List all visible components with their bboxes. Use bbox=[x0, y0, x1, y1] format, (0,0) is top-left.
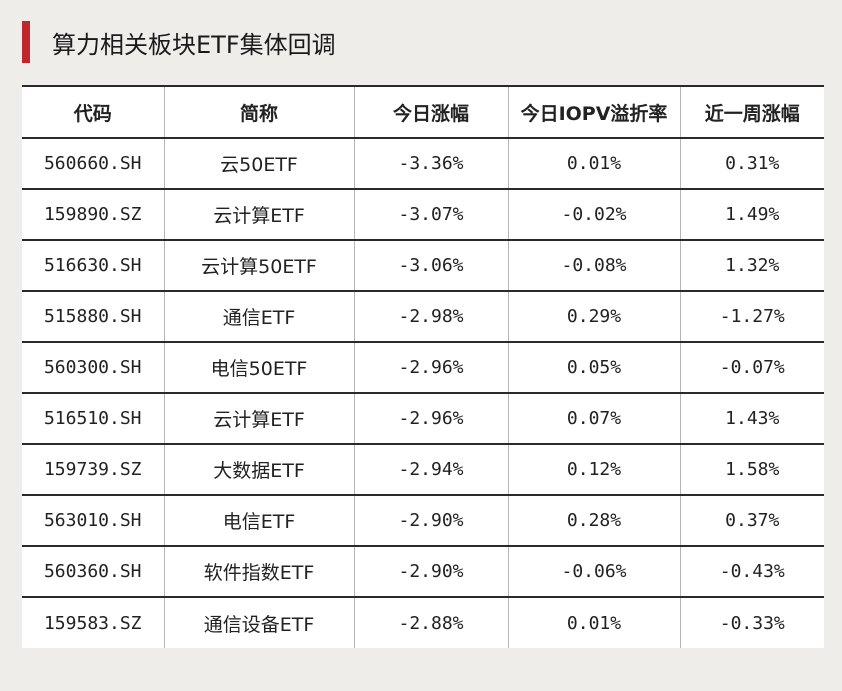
cell-name: 软件指数ETF bbox=[163, 546, 355, 598]
cell-name: 通信ETF bbox=[163, 291, 355, 343]
etf-table-container: 代码 简称 今日涨幅 今日IOPV溢折率 近一周涨幅 560660.SH 云50… bbox=[22, 85, 824, 648]
cell-daily-change: -2.98% bbox=[353, 291, 509, 343]
header-daily-change: 今日涨幅 bbox=[353, 85, 509, 139]
cell-name: 云计算ETF bbox=[163, 189, 355, 241]
cell-weekly-change: -1.27% bbox=[679, 291, 824, 343]
title-bar: 算力相关板块ETF集体回调 bbox=[22, 21, 336, 63]
cell-daily-change: -2.90% bbox=[353, 546, 509, 598]
cell-iopv-premium: 0.05% bbox=[507, 342, 681, 394]
cell-name: 通信设备ETF bbox=[163, 597, 355, 648]
table-row: 515880.SH 通信ETF -2.98% 0.29% -1.27% bbox=[22, 291, 824, 343]
cell-code: 159583.SZ bbox=[22, 597, 165, 648]
cell-code: 560300.SH bbox=[22, 342, 165, 394]
title-accent-bar bbox=[22, 21, 30, 63]
cell-daily-change: -3.36% bbox=[353, 138, 509, 190]
header-iopv-premium: 今日IOPV溢折率 bbox=[507, 85, 681, 139]
cell-name: 电信50ETF bbox=[163, 342, 355, 394]
cell-daily-change: -3.07% bbox=[353, 189, 509, 241]
cell-code: 159890.SZ bbox=[22, 189, 165, 241]
cell-name: 大数据ETF bbox=[163, 444, 355, 496]
table-row: 159583.SZ 通信设备ETF -2.88% 0.01% -0.33% bbox=[22, 597, 824, 648]
table-row: 159890.SZ 云计算ETF -3.07% -0.02% 1.49% bbox=[22, 189, 824, 241]
table-row: 560300.SH 电信50ETF -2.96% 0.05% -0.07% bbox=[22, 342, 824, 394]
table-row: 159739.SZ 大数据ETF -2.94% 0.12% 1.58% bbox=[22, 444, 824, 496]
cell-weekly-change: 1.43% bbox=[679, 393, 824, 445]
cell-iopv-premium: 0.12% bbox=[507, 444, 681, 496]
cell-weekly-change: 0.31% bbox=[679, 138, 824, 190]
cell-daily-change: -2.96% bbox=[353, 342, 509, 394]
cell-name: 云计算ETF bbox=[163, 393, 355, 445]
cell-weekly-change: 1.49% bbox=[679, 189, 824, 241]
table-row: 560660.SH 云50ETF -3.36% 0.01% 0.31% bbox=[22, 138, 824, 190]
page-title: 算力相关板块ETF集体回调 bbox=[52, 30, 336, 59]
cell-daily-change: -2.90% bbox=[353, 495, 509, 547]
cell-iopv-premium: -0.02% bbox=[507, 189, 681, 241]
table-row: 516630.SH 云计算50ETF -3.06% -0.08% 1.32% bbox=[22, 240, 824, 292]
table-row: 560360.SH 软件指数ETF -2.90% -0.06% -0.43% bbox=[22, 546, 824, 598]
cell-daily-change: -2.88% bbox=[353, 597, 509, 648]
header-weekly-change: 近一周涨幅 bbox=[679, 85, 824, 139]
cell-iopv-premium: -0.06% bbox=[507, 546, 681, 598]
cell-daily-change: -3.06% bbox=[353, 240, 509, 292]
header-name: 简称 bbox=[163, 85, 355, 139]
table-row: 563010.SH 电信ETF -2.90% 0.28% 0.37% bbox=[22, 495, 824, 547]
cell-name: 云50ETF bbox=[163, 138, 355, 190]
cell-iopv-premium: -0.08% bbox=[507, 240, 681, 292]
cell-weekly-change: -0.33% bbox=[679, 597, 824, 648]
cell-weekly-change: 1.58% bbox=[679, 444, 824, 496]
cell-weekly-change: 0.37% bbox=[679, 495, 824, 547]
cell-daily-change: -2.96% bbox=[353, 393, 509, 445]
cell-code: 560360.SH bbox=[22, 546, 165, 598]
cell-name: 云计算50ETF bbox=[163, 240, 355, 292]
cell-weekly-change: -0.07% bbox=[679, 342, 824, 394]
table-header-row: 代码 简称 今日涨幅 今日IOPV溢折率 近一周涨幅 bbox=[22, 85, 824, 139]
cell-code: 515880.SH bbox=[22, 291, 165, 343]
header-code: 代码 bbox=[22, 85, 165, 139]
cell-code: 516630.SH bbox=[22, 240, 165, 292]
cell-code: 560660.SH bbox=[22, 138, 165, 190]
table-row: 516510.SH 云计算ETF -2.96% 0.07% 1.43% bbox=[22, 393, 824, 445]
cell-code: 159739.SZ bbox=[22, 444, 165, 496]
cell-iopv-premium: 0.01% bbox=[507, 597, 681, 648]
cell-daily-change: -2.94% bbox=[353, 444, 509, 496]
cell-weekly-change: -0.43% bbox=[679, 546, 824, 598]
cell-iopv-premium: 0.01% bbox=[507, 138, 681, 190]
cell-code: 516510.SH bbox=[22, 393, 165, 445]
cell-code: 563010.SH bbox=[22, 495, 165, 547]
cell-iopv-premium: 0.07% bbox=[507, 393, 681, 445]
cell-weekly-change: 1.32% bbox=[679, 240, 824, 292]
etf-table: 代码 简称 今日涨幅 今日IOPV溢折率 近一周涨幅 560660.SH 云50… bbox=[22, 85, 824, 648]
cell-name: 电信ETF bbox=[163, 495, 355, 547]
cell-iopv-premium: 0.29% bbox=[507, 291, 681, 343]
cell-iopv-premium: 0.28% bbox=[507, 495, 681, 547]
